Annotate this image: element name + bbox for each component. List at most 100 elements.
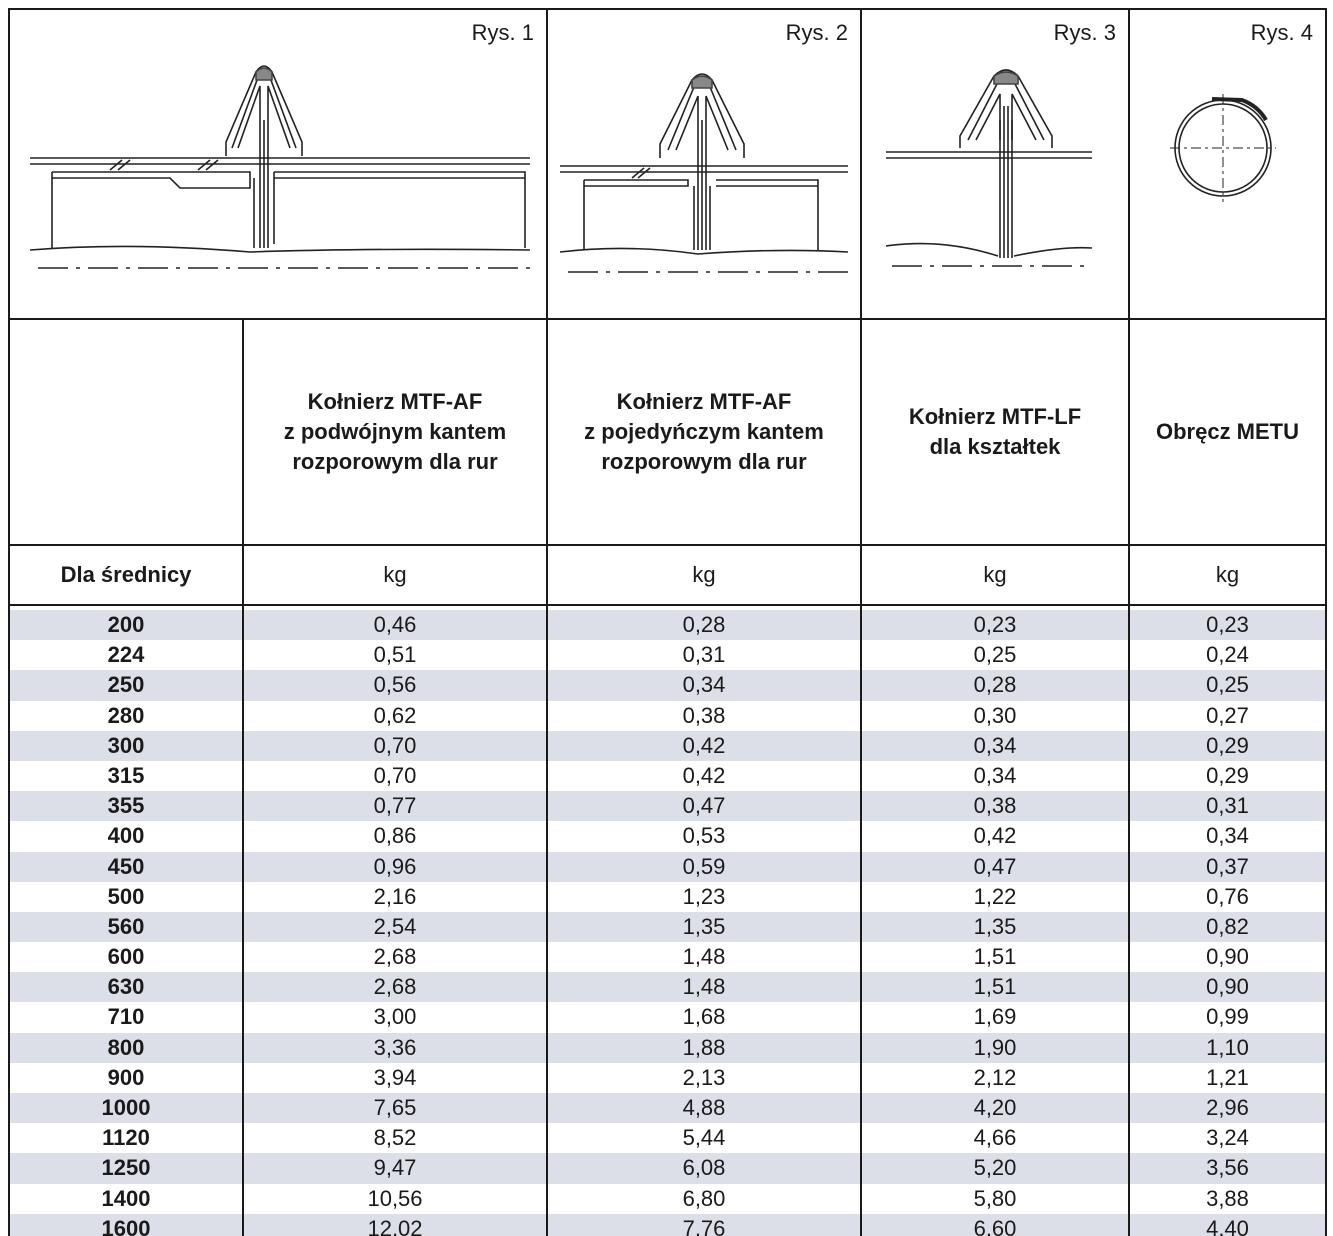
weight-cell: 1,23 [682,883,726,909]
weight-cell: 0,28 [682,612,726,637]
unit-label: kg [383,562,407,587]
figure-4: Rys. 4 [1130,10,1325,318]
weight-cell: 0,23 [1206,612,1249,637]
weight-cell: 0,56 [373,672,417,698]
figure-caption: Rys. 3 [1053,20,1116,45]
table-row: 280 0,62 0,38 0,30 0,27 [10,701,1325,731]
diameter-cell: 800 [107,1034,145,1060]
table-row: 1600 12,02 7,76 6,60 4,40 [10,1213,1325,1236]
weight-cell: 1,22 [973,883,1017,909]
weight-cell: 5,44 [682,1125,726,1151]
diameter-cell: 710 [107,1004,145,1030]
table-row: 900 3,94 2,13 2,12 1,21 [10,1063,1325,1093]
weight-cell: 0,46 [373,612,417,637]
weight-cell: 2,54 [373,913,417,939]
weight-cell: 0,42 [682,762,726,788]
table-row: 250 0,56 0,34 0,28 0,25 [10,670,1325,701]
weight-cell: 1,69 [973,1004,1017,1030]
weight-cell: 3,00 [373,1004,417,1030]
weight-cell: 1,10 [1206,1034,1249,1060]
weight-cell: 0,38 [682,702,726,728]
header-mtf-lf: Kołnierz MTF-LF dla kształtek [908,404,1082,459]
diameter-cell: 1600 [101,1215,151,1236]
diameter-cell: 1120 [102,1125,150,1151]
diameter-cell: 630 [107,974,145,1000]
unit-label: kg [983,562,1007,587]
clamp-ring-drawing [1170,94,1276,202]
diameter-cell: 300 [107,732,145,758]
weight-cell: 0,86 [373,823,417,849]
flange-double-edge-drawing [29,65,531,269]
weight-cell: 1,51 [973,944,1017,970]
weight-cell: 0,29 [1206,732,1249,758]
figure-caption: Rys. 4 [1250,20,1313,45]
weight-cell: 4,20 [973,1095,1017,1120]
diameter-cell: 450 [107,853,145,879]
grid-line [10,318,1325,320]
weight-cell: 2,68 [373,944,417,970]
weight-cell: 1,35 [682,913,726,939]
weight-cell: 0,29 [1206,762,1249,788]
weight-cell: 0,34 [973,762,1017,788]
weight-cell: 1,35 [973,913,1017,939]
table-row: 630 2,68 1,48 1,51 0,90 [10,972,1325,1003]
weight-cell: 1,48 [682,944,726,970]
weight-cell: 6,08 [682,1155,726,1181]
flange-single-edge-drawing [559,73,849,273]
header-cell-empty [10,320,242,544]
grid-line [1128,604,1130,1236]
weight-cell: 8,52 [373,1125,417,1151]
weight-cell: 5,20 [973,1155,1017,1181]
weight-cell: 0,38 [973,793,1017,819]
table-row: 315 0,70 0,42 0,34 0,29 [10,761,1325,791]
weight-cell: 1,88 [682,1034,726,1060]
weight-cell: 4,88 [682,1095,726,1120]
diameter-cell: 1000 [101,1095,151,1120]
weight-cell: 0,28 [973,672,1017,698]
weight-cell: 1,48 [682,974,726,1000]
weight-cell: 0,76 [1206,883,1249,909]
weight-cell: 0,31 [1206,793,1249,819]
weight-cell: 0,53 [682,823,726,849]
figure-3: Rys. 3 [862,10,1128,318]
table-row: 450 0,96 0,59 0,47 0,37 [10,851,1325,882]
weight-cell: 10,56 [367,1185,423,1211]
weight-cell: 1,68 [682,1004,726,1030]
weight-cell: 12,02 [367,1215,423,1236]
figure-caption: Rys. 2 [785,20,848,45]
weight-cell: 0,47 [682,793,726,819]
table-row: 1400 10,56 6,80 5,80 3,88 [10,1184,1325,1214]
weight-cell: 2,16 [373,883,417,909]
weight-cell: 6,60 [973,1215,1017,1236]
table-row: 1000 7,65 4,88 4,20 2,96 [10,1093,1325,1124]
weight-cell: 3,94 [373,1064,417,1090]
table-row: 355 0,77 0,47 0,38 0,31 [10,791,1325,822]
weight-cell: 0,47 [973,853,1017,879]
weight-cell: 0,23 [973,612,1017,637]
weight-cell: 0,96 [373,853,417,879]
diameter-cell: 560 [107,913,145,939]
weight-cell: 0,42 [973,823,1017,849]
diameter-cell: 600 [107,944,145,970]
weight-cell: 0,70 [373,762,417,788]
unit-label: kg [1215,562,1240,587]
weight-cell: 3,36 [373,1034,417,1060]
weight-cell: 3,24 [1206,1125,1249,1151]
table-body: 200 0,46 0,28 0,23 0,23 224 0,51 0,31 0,25 0,24 25… [10,610,1325,1236]
weight-cell: 0,34 [1206,823,1249,849]
weight-cell: 0,51 [373,642,417,668]
flange-fitting-drawing [885,69,1093,267]
weight-cell: 1,21 [1206,1064,1249,1090]
weight-cell: 7,76 [682,1215,726,1236]
weight-cell: 2,68 [373,974,417,1000]
weight-cell: 0,59 [682,853,726,879]
grid-line [10,544,1325,546]
grid-line [10,604,1325,606]
weight-cell: 0,70 [373,732,417,758]
weight-cell: 0,99 [1206,1004,1249,1030]
weight-cell: 9,47 [373,1155,417,1181]
weight-cell: 0,82 [1206,913,1249,939]
weight-cell: 7,65 [373,1095,417,1120]
weight-cell: 0,90 [1206,944,1249,970]
weight-cell: 2,96 [1206,1095,1249,1120]
